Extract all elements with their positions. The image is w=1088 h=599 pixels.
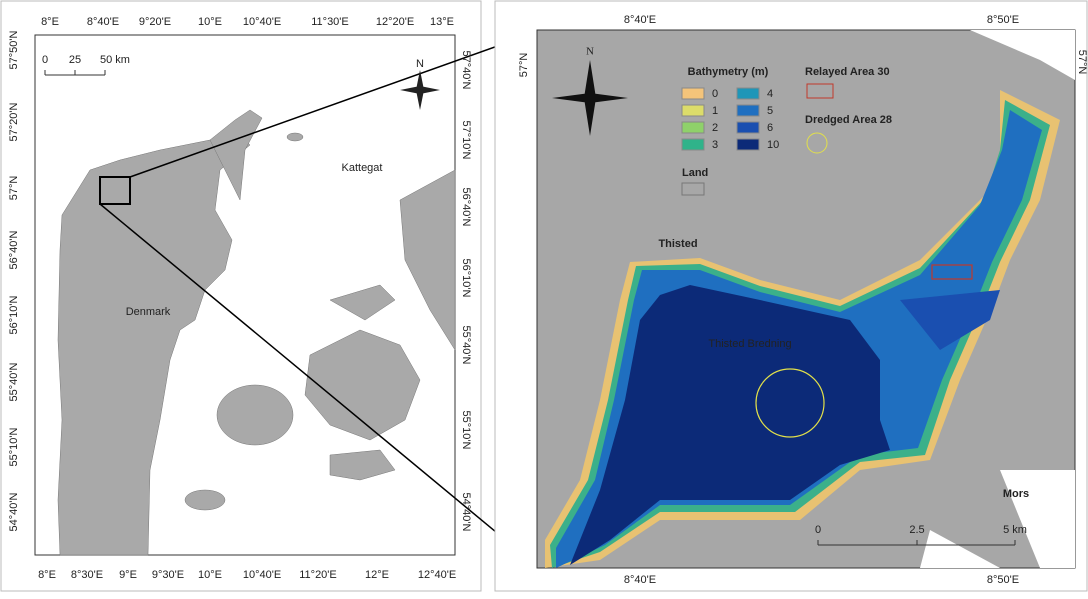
legend-label: 6	[767, 122, 773, 134]
top-label: 10°E	[198, 16, 222, 28]
bottom-label: 10°E	[198, 569, 222, 581]
legend-swatch	[737, 122, 759, 133]
scale-label: 50 km	[100, 54, 130, 66]
left-label: 57°20'N	[8, 102, 20, 141]
top-label: 8°50'E	[987, 14, 1019, 26]
right-label: 57°40'N	[460, 51, 472, 90]
left-label: 56°10'N	[8, 295, 20, 334]
top-label: 9°20'E	[139, 16, 171, 28]
place-label: Thisted Bredning	[708, 338, 791, 350]
bottom-label: 12°E	[365, 569, 389, 581]
bottom-label: 8°40'E	[624, 574, 656, 586]
scale-label: 5 km	[1003, 524, 1027, 536]
legend-label: 0	[712, 88, 718, 100]
place-label: Mors	[1003, 488, 1029, 500]
north-label: N	[416, 58, 424, 70]
left-label: 56°40'N	[8, 230, 20, 269]
left-label: 54°40'N	[8, 492, 20, 531]
legend-label: 10	[767, 139, 779, 151]
left-label: 55°10'N	[8, 427, 20, 466]
right-label: 56°10'N	[460, 259, 472, 298]
top-label: 12°20'E	[376, 16, 414, 28]
legend-swatch	[682, 88, 704, 99]
top-label: 8°E	[41, 16, 59, 28]
right-label: 56°40'N	[460, 188, 472, 227]
bottom-label: 10°40'E	[243, 569, 281, 581]
bottom-label: 11°20'E	[299, 569, 337, 581]
bottom-label: 9°30'E	[152, 569, 184, 581]
left-label: 57°50'N	[8, 30, 20, 69]
top-label: 10°40'E	[243, 16, 281, 28]
left-label: 57°N	[518, 53, 530, 78]
place-label: Thisted	[658, 238, 697, 250]
legend-label: 4	[767, 88, 773, 100]
legend-swatch	[682, 105, 704, 116]
left-label: 55°40'N	[8, 362, 20, 401]
right-label: 55°40'N	[460, 326, 472, 365]
legend-swatch	[682, 139, 704, 150]
scale-label: 25	[69, 54, 81, 66]
bottom-label: 8°30'E	[71, 569, 103, 581]
place-label: Kattegat	[342, 162, 383, 174]
legend-swatch	[682, 122, 704, 133]
bottom-label: 8°E	[38, 569, 56, 581]
legend-label: 5	[767, 105, 773, 117]
map-figure: 8°E 8°40'E 9°20'E 10°E 10°40'E 11°30'E 12°20'E…	[0, 0, 1088, 594]
legend-label: Relayed Area 30	[805, 66, 890, 78]
top-label: 13°E	[430, 16, 454, 28]
legend-label: 1	[712, 105, 718, 117]
right-label: 54°40'N	[460, 493, 472, 532]
scale-label: 0	[815, 524, 821, 536]
top-label: 11°30'E	[311, 16, 349, 28]
top-label: 8°40'E	[624, 14, 656, 26]
bottom-label: 8°50'E	[987, 574, 1019, 586]
north-label: N	[586, 46, 594, 58]
legend-label: 3	[712, 139, 718, 151]
legend-swatch	[737, 105, 759, 116]
scale-label: 0	[42, 54, 48, 66]
bottom-label: 12°40'E	[418, 569, 456, 581]
left-label: 57°N	[8, 176, 20, 201]
legend-label: Dredged Area 28	[805, 114, 892, 126]
legend-swatch	[682, 183, 704, 195]
right-label: 57°N	[1076, 50, 1088, 75]
right-label: 57°10'N	[460, 121, 472, 160]
scale-label: 2.5	[909, 524, 924, 536]
legend-title: Bathymetry (m)	[688, 66, 769, 78]
bottom-label: 9°E	[119, 569, 137, 581]
legend-swatch	[737, 88, 759, 99]
top-label: 8°40'E	[87, 16, 119, 28]
legend-label: 2	[712, 122, 718, 134]
legend-label: Land	[682, 167, 708, 179]
legend-swatch	[737, 139, 759, 150]
right-label: 55°10'N	[460, 411, 472, 450]
place-label: Denmark	[126, 306, 171, 318]
